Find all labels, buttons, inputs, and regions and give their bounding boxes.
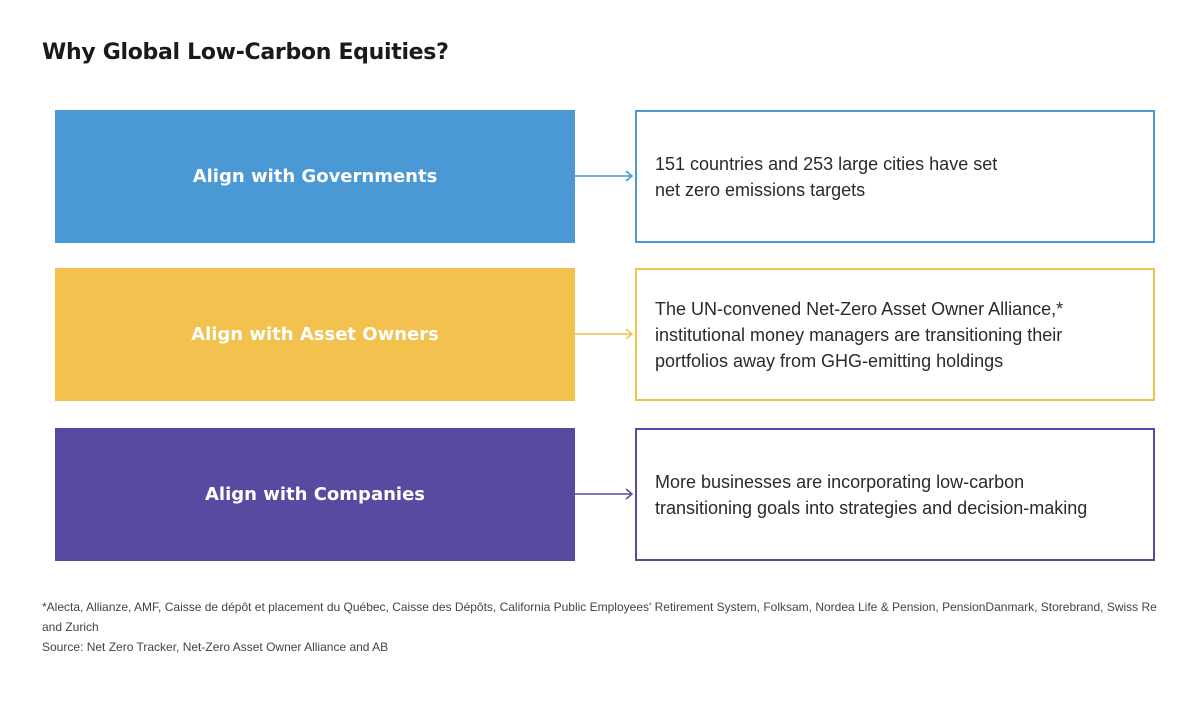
arrow-right-icon: [575, 328, 634, 340]
companies-box: Align with Companies: [55, 428, 575, 561]
arrow-right-icon: [575, 488, 634, 500]
asset-owners-label: Align with Asset Owners: [191, 324, 439, 345]
footnote: *Alecta, Allianze, AMF, Caisse de dépôt …: [42, 600, 1157, 634]
governments-box: Align with Governments: [55, 110, 575, 243]
row-asset-owners: Align with Asset Owners The UN-convened …: [55, 268, 1155, 401]
asset-owners-description-box: The UN-convened Net-Zero Asset Owner All…: [635, 268, 1155, 401]
governments-description: 151 countries and 253 large cities have …: [655, 153, 998, 200]
source-note: Source: Net Zero Tracker, Net-Zero Asset…: [42, 640, 389, 654]
companies-description-box: More businesses are incorporating low-ca…: [635, 428, 1155, 561]
governments-label: Align with Governments: [192, 166, 438, 187]
arrow-right-icon: [575, 170, 634, 182]
companies-label: Align with Companies: [205, 484, 425, 505]
row-companies: Align with Companies More businesses are…: [55, 428, 1155, 561]
companies-description: More businesses are incorporating low-ca…: [655, 471, 1088, 518]
row-governments: Align with Governments 151 countries and…: [55, 110, 1155, 243]
footnotes: *Alecta, Allianze, AMF, Caisse de dépôt …: [42, 597, 1172, 657]
asset-owners-description: The UN-convened Net-Zero Asset Owner All…: [655, 298, 1064, 371]
governments-description-box: 151 countries and 253 large cities have …: [635, 110, 1155, 243]
page-title: Why Global Low-Carbon Equities?: [42, 40, 449, 65]
asset-owners-box: Align with Asset Owners: [55, 268, 575, 401]
